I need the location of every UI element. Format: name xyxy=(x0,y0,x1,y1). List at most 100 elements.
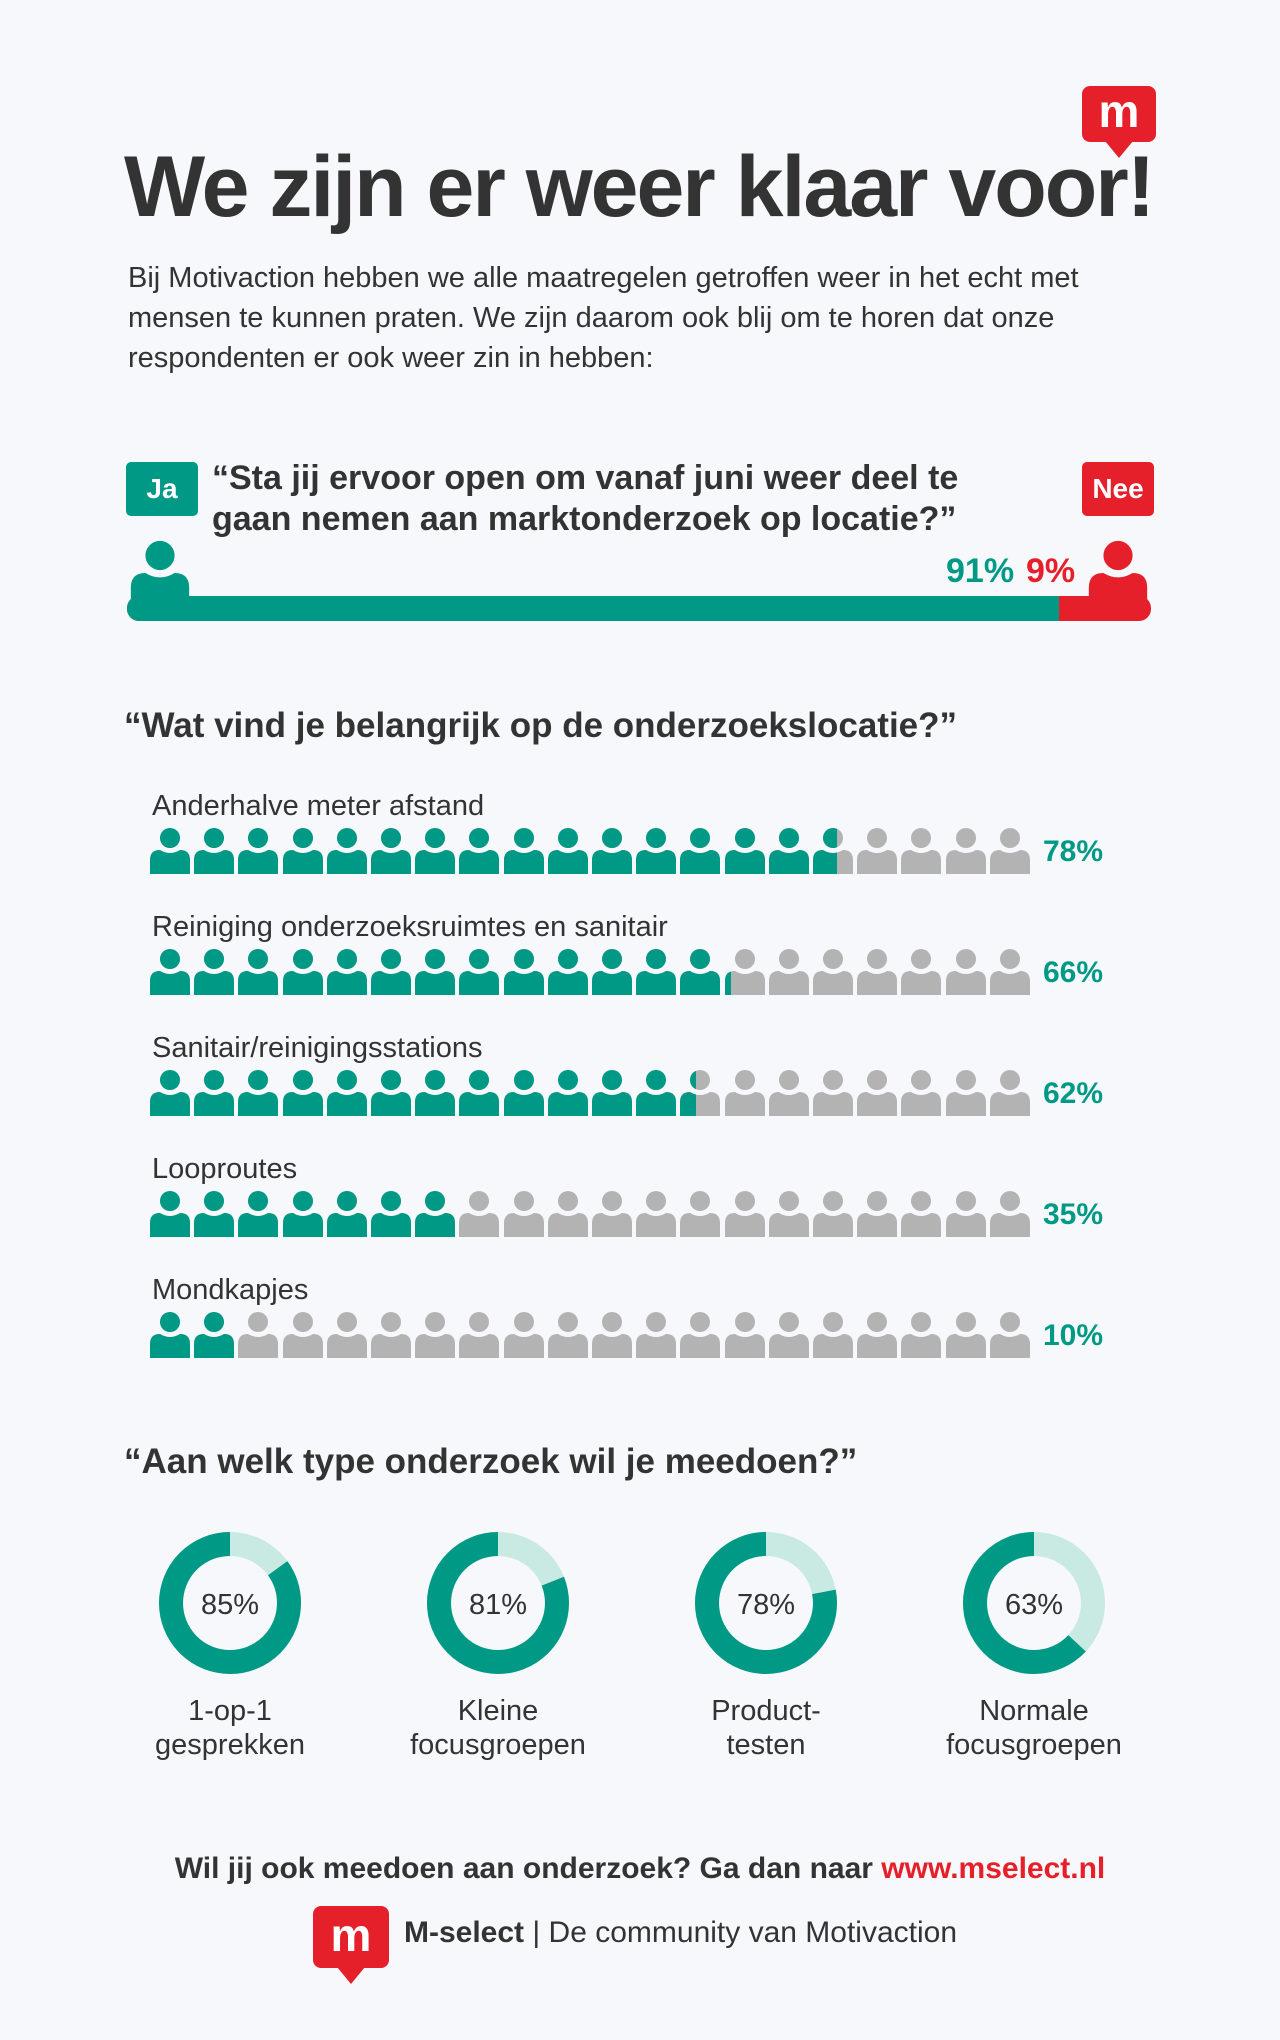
person-icon-filled xyxy=(371,828,411,874)
person-icon-filled xyxy=(503,949,544,995)
donut-value-arc xyxy=(695,1532,837,1674)
person-icon-filled xyxy=(282,949,323,995)
person-icon-filled xyxy=(238,1191,279,1237)
person-icon xyxy=(813,1070,853,1116)
person-icon xyxy=(945,949,986,995)
person-icon-filled xyxy=(238,828,279,874)
person-icon-filled xyxy=(459,1070,500,1116)
person-icon-filled xyxy=(503,1070,544,1116)
filled-layer xyxy=(150,1189,457,1239)
person-icon-filled xyxy=(194,949,235,995)
person-icon xyxy=(503,1191,544,1237)
person-icon-filled xyxy=(282,1191,323,1237)
person-icon-filled xyxy=(238,949,279,995)
person-icon-filled xyxy=(371,1070,411,1116)
donut-chart: 85% 1-op-1 gesprekken xyxy=(130,1530,330,1762)
row-percentage: 35% xyxy=(1043,1198,1104,1231)
person-icon-row xyxy=(150,1310,1034,1360)
person-icon xyxy=(724,1070,765,1116)
person-icon-filled xyxy=(194,1070,235,1116)
donut-chart: 81% Kleine focusgroepen xyxy=(398,1530,598,1762)
yes-no-bar xyxy=(127,596,1151,621)
person-icon-filled xyxy=(415,1191,456,1237)
person-icon-filled xyxy=(813,828,838,874)
person-icon xyxy=(857,1312,898,1358)
person-icon-row xyxy=(150,1068,1034,1118)
person-icon-filled xyxy=(547,1070,588,1116)
person-icon xyxy=(238,1312,279,1358)
person-icon xyxy=(547,1312,588,1358)
person-icon-filled xyxy=(371,1191,411,1237)
person-icon xyxy=(989,1312,1030,1358)
row-percentage: 78% xyxy=(1043,835,1104,868)
person-icon xyxy=(989,949,1030,995)
yes-bar-fill xyxy=(127,596,1059,621)
person-icon xyxy=(768,1070,809,1116)
person-icon xyxy=(592,1191,632,1237)
person-icon xyxy=(592,1312,632,1358)
person-icon-filled xyxy=(680,828,721,874)
filled-layer xyxy=(150,826,838,876)
donut-chart: 63% Normale focusgroepen xyxy=(934,1530,1134,1762)
person-icon-row xyxy=(150,947,1034,997)
mselect-logo: m xyxy=(1082,86,1156,158)
person-icon-filled xyxy=(238,1070,279,1116)
person-icon-filled xyxy=(724,971,732,995)
person-icon xyxy=(901,828,942,874)
question-2: “Wat vind je belangrijk op de onderzoeks… xyxy=(124,706,958,745)
person-icon-filled xyxy=(680,1071,696,1116)
person-icon-filled xyxy=(150,1312,190,1358)
yes-badge: Ja xyxy=(126,462,198,516)
importance-row: Mondkapjes 10% xyxy=(150,1274,1150,1384)
person-icon xyxy=(901,949,942,995)
person-icon-row xyxy=(150,1189,1034,1239)
person-icon-filled xyxy=(194,828,235,874)
person-icon xyxy=(636,1312,677,1358)
donut-ring: 63% xyxy=(963,1532,1105,1674)
gray-layer xyxy=(150,1310,1034,1360)
donut-chart: 78% Product-testen xyxy=(666,1530,866,1762)
donut-ring: 85% xyxy=(159,1532,301,1674)
person-icon xyxy=(724,1312,765,1358)
mselect-logo-footer: m xyxy=(313,1906,389,1984)
person-icon-filled xyxy=(547,949,588,995)
no-badge: Nee xyxy=(1082,462,1154,516)
person-icon-filled xyxy=(150,949,190,995)
person-icon xyxy=(857,1191,898,1237)
question-3: “Aan welk type onderzoek wil je meedoen?… xyxy=(124,1442,858,1481)
filled-layer xyxy=(150,947,732,997)
person-icon-filled xyxy=(547,828,588,874)
row-label: Looproutes xyxy=(152,1153,298,1185)
donut-percentage: 85% xyxy=(201,1589,259,1621)
person-icon xyxy=(813,1312,853,1358)
donut-ring: 78% xyxy=(695,1532,837,1674)
person-icon xyxy=(901,1312,942,1358)
person-icon xyxy=(901,1070,942,1116)
person-icon-filled xyxy=(326,828,367,874)
donut-label: Kleine focusgroepen xyxy=(410,1695,586,1761)
person-icon xyxy=(945,1312,986,1358)
donut-value-arc xyxy=(427,1532,569,1674)
person-icon-filled xyxy=(326,1191,367,1237)
brand-line: M-select | De community van Motivaction xyxy=(404,1916,958,1949)
person-icon xyxy=(768,1191,809,1237)
person-icon xyxy=(989,1070,1030,1116)
person-icon-filled xyxy=(592,828,632,874)
person-icon xyxy=(945,1191,986,1237)
person-icon xyxy=(724,1191,765,1237)
page-title: We zijn er weer klaar voor! xyxy=(124,139,1155,235)
person-icon-filled xyxy=(636,949,677,995)
donut-percentage: 78% xyxy=(737,1589,795,1621)
person-icon xyxy=(415,1312,456,1358)
mselect-link[interactable]: www.mselect.nl xyxy=(881,1852,1106,1885)
no-percentage: 9% xyxy=(1026,552,1076,590)
person-icon xyxy=(326,1312,367,1358)
person-icon-filled xyxy=(592,949,632,995)
person-icon xyxy=(768,949,809,995)
person-icon-filled xyxy=(150,1070,190,1116)
person-icon-filled xyxy=(680,949,721,995)
person-icon-filled xyxy=(415,828,456,874)
person-icon xyxy=(680,1191,721,1237)
person-icon xyxy=(813,949,853,995)
person-icon xyxy=(371,1312,411,1358)
